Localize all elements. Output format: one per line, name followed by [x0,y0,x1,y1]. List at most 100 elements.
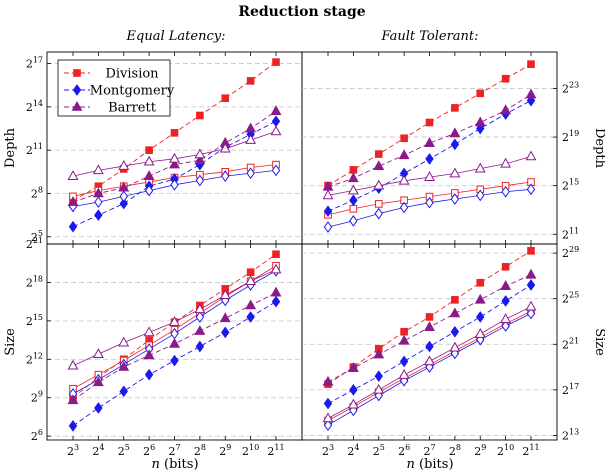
x-tick-label-base: 2 [67,445,74,458]
y-tick-label-base: 2 [26,58,33,71]
data-point-triangle [67,170,79,180]
series-montgomery-solid-open [68,265,281,400]
data-point-triangle [500,280,512,290]
data-point-square [501,262,510,271]
y-tick-label: 212 [26,351,43,366]
data-point-square [425,118,434,127]
data-point-triangle [270,286,282,297]
x-tick-label-exponent: 6 [405,443,410,452]
y-tick-label: 213 [562,427,579,442]
x-tick-label-exponent: 8 [201,443,206,452]
column-title-equal-latency: Equal Latency: [126,29,226,44]
x-tick-label-exponent: 10 [504,443,514,452]
data-point-diamond [271,164,281,177]
y-tick-label: 211 [562,226,579,241]
x-tick-label: 210 [497,443,514,458]
data-point-diamond [526,183,536,196]
x-tick-label: 24 [347,443,359,458]
panel-frame [301,51,558,245]
data-point-triangle [449,341,461,352]
x-axis-label-unit-right: (bits) [415,457,454,472]
y-tick-label: 215 [26,313,43,328]
y-axis-label-size-left: Size [3,328,18,356]
data-point-triangle [474,327,486,338]
data-point-triangle [118,160,130,170]
data-point-triangle [347,172,359,183]
y-tick-label-exponent: 11 [33,142,43,151]
y-tick-label-exponent: 18 [33,274,43,283]
series-barrett-dashed-filled [67,105,282,206]
y-tick-label-base: 2 [562,293,569,306]
y-tick-label-exponent: 15 [33,313,43,322]
x-tick-label: 27 [168,443,180,458]
y-tick-label-base: 2 [31,430,38,443]
data-point-triangle [398,174,410,185]
data-point-diamond [399,355,409,368]
y-tick-label-exponent: 12 [33,351,43,360]
y-tick-label: 217 [26,56,43,71]
column-title-fault-tolerant: Fault Tolerant: [380,29,478,44]
data-point-diamond [349,215,358,227]
data-point-diamond [501,320,510,332]
data-point-triangle [474,162,486,173]
data-point-triangle [169,337,180,348]
data-point-triangle [500,157,512,168]
data-point-square [272,250,280,259]
data-point-square [170,129,179,137]
x-tick-label-exponent: 4 [354,443,359,452]
series-line [327,94,532,188]
y-tick-label-base: 2 [562,338,569,351]
y-tick-label-exponent: 21 [33,236,43,245]
y-axis-label-depth-left: Depth [3,127,18,168]
series-barrett-solid-open [322,150,537,200]
data-point-triangle [219,289,231,300]
series-barrett-solid-open [322,300,537,423]
y-tick-label-exponent: 23 [569,80,579,89]
x-tick-label-base: 2 [118,445,125,458]
legend-entry-barrett: Barrett [64,101,157,116]
x-tick-label-base: 2 [168,445,175,458]
data-point-square [476,89,485,98]
data-point-triangle [373,383,385,394]
series-montgomery-solid-open [323,183,536,233]
x-tick-label-base: 2 [497,445,504,458]
data-point-square [349,204,358,213]
data-point-triangle [373,160,385,171]
svg-text:n (bits): n (bits) [406,457,453,472]
data-point-square [246,268,255,276]
data-point-triangle [398,369,410,379]
y-axis-label-size-right: Size [592,328,605,356]
data-point-triangle [449,307,461,318]
y-tick-label-base: 2 [562,180,569,193]
data-point-triangle [398,149,410,160]
x-tick-label: 29 [474,443,486,458]
data-point-triangle [347,184,359,195]
data-point-diamond [144,368,154,381]
x-axis-label-text-left: n [151,457,159,472]
x-tick-label-base: 2 [219,445,226,458]
series-barrett-solid-open [67,125,282,180]
y-tick-label: 218 [26,274,43,289]
x-tick-label-base: 2 [398,445,405,458]
data-point-triangle [373,179,385,190]
data-point-triangle [245,275,257,285]
data-point-diamond [68,420,78,432]
data-point-diamond [349,194,358,207]
data-point-square [527,247,535,255]
x-tick-label: 211 [522,443,539,458]
data-point-triangle [194,303,206,314]
data-point-diamond [450,138,460,151]
y-tick-label-exponent: 19 [569,129,579,138]
x-tick-label-exponent: 11 [274,443,284,452]
y-tick-label-base: 2 [26,144,33,157]
y-tick-label: 225 [562,291,579,306]
data-point-triangle [525,88,537,99]
x-tick-label: 28 [449,443,461,458]
data-point-diamond [119,190,128,203]
data-point-triangle [219,142,231,153]
data-point-diamond [271,295,281,308]
data-point-diamond [195,311,205,323]
data-point-triangle [67,394,79,405]
